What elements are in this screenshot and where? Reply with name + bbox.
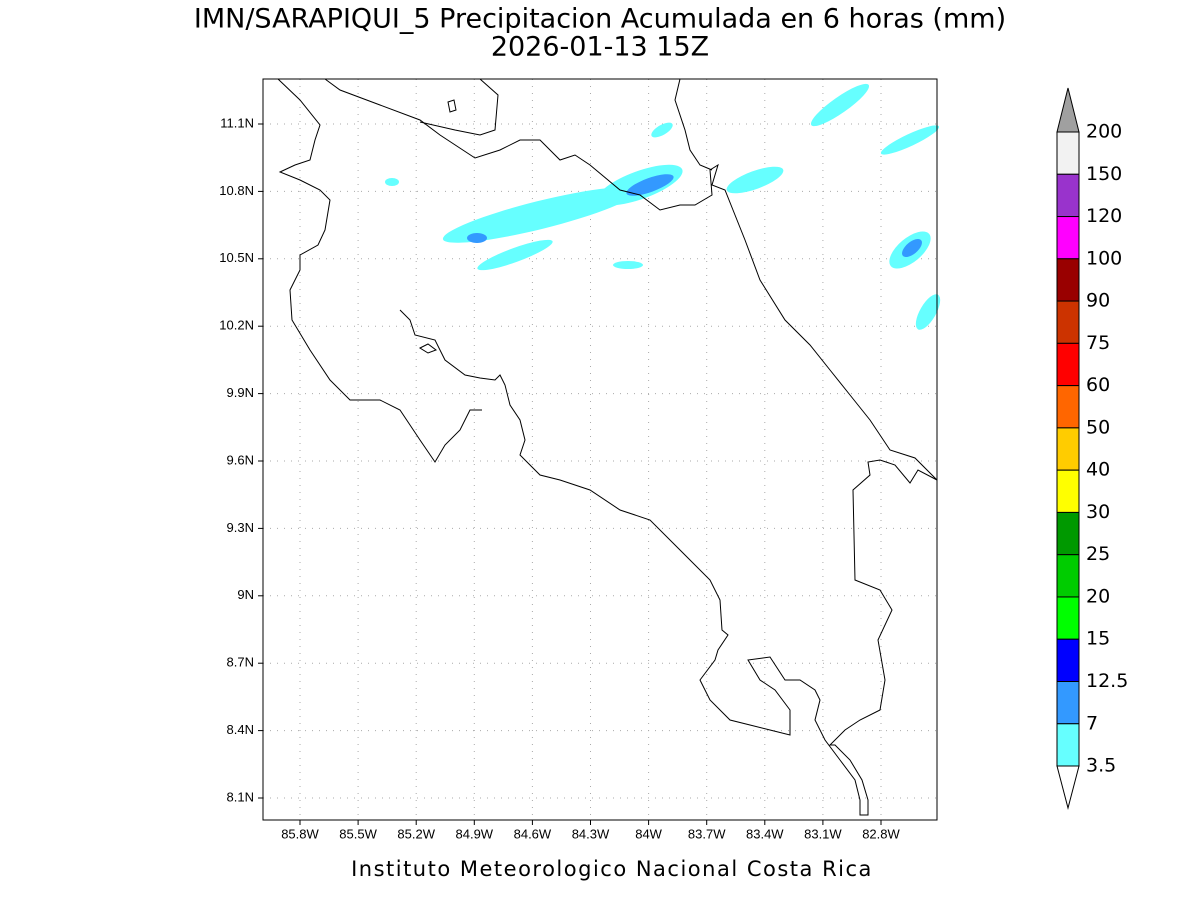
- colorbar-box: [1056, 342, 1080, 387]
- colorbar-box: [1056, 427, 1080, 471]
- colorbar-label: 75: [1086, 332, 1110, 354]
- colorbar-label: 100: [1086, 247, 1122, 269]
- lon-tick-label: 85.5W: [339, 826, 377, 841]
- lat-tick-label: 8.7N: [227, 655, 254, 670]
- colorbar-box: [1056, 173, 1080, 218]
- precip-area: [902, 239, 922, 257]
- lat-tick-label: 9N: [237, 587, 254, 602]
- precip-area: [442, 187, 638, 243]
- colorbar-box: [1056, 258, 1080, 302]
- colorbar-label: 90: [1086, 290, 1110, 312]
- border: [674, 78, 713, 171]
- map-frame: [262, 78, 938, 821]
- precip-area: [810, 83, 870, 127]
- colorbar-label: 150: [1086, 163, 1122, 185]
- colorbar-label: 3.5: [1086, 755, 1116, 777]
- colorbar-box: [1056, 554, 1080, 598]
- coastline: [277, 78, 938, 816]
- title: IMN/SARAPIQUI_5 Precipitacion Acumulada …: [194, 4, 1006, 35]
- colorbar-label: 7: [1086, 712, 1098, 734]
- colorbar-over: [1056, 87, 1080, 133]
- colorbar-under: [1056, 765, 1080, 810]
- pacific-coast: [277, 78, 482, 463]
- lake-shore: [419, 78, 499, 136]
- colorbar-box: [1056, 723, 1080, 767]
- colorbar-label: 120: [1086, 205, 1122, 227]
- precip-area: [477, 239, 553, 271]
- precip-area: [613, 261, 643, 269]
- precip-area: [651, 122, 673, 138]
- lon-tick-label: 83.7W: [688, 826, 726, 841]
- lat-tick-label: 10.8N: [219, 183, 254, 198]
- colorbar-label: 25: [1086, 543, 1110, 565]
- lon-tick-label: 83.1W: [804, 826, 842, 841]
- caribbean-coast: [324, 78, 938, 481]
- precip-area: [626, 174, 674, 196]
- ticks: 11.1N 10.8N 10.5N 10.2N 9.9N 9.6N 9.3N 9N 8.7N 8.…: [219, 115, 900, 841]
- lat-tick-label: 9.6N: [227, 452, 254, 467]
- lat-tick-label: 10.2N: [219, 318, 254, 333]
- lat-tick-label: 9.9N: [227, 385, 254, 400]
- lon-tick-label: 84W: [635, 826, 662, 841]
- colorbar-label: 15: [1086, 628, 1110, 650]
- colorbar-box: [1056, 638, 1080, 683]
- precipitation: [385, 83, 941, 330]
- colorbar-label: 60: [1086, 374, 1110, 396]
- precip-area: [467, 233, 487, 243]
- lon-tick-label: 84.3W: [572, 826, 610, 841]
- lat-tick-label: 8.4N: [227, 722, 254, 737]
- lon-tick-label: 85.2W: [397, 826, 435, 841]
- lon-tick-label: 82.8W: [862, 826, 900, 841]
- colorbar-box: [1056, 681, 1080, 725]
- lat-tick-label: 10.5N: [219, 250, 254, 265]
- footer: Instituto Meteorologico Nacional Costa R…: [351, 857, 873, 881]
- colorbar-box: [1056, 596, 1080, 640]
- gulf-coast: [399, 309, 938, 816]
- colorbar-box: [1056, 511, 1080, 556]
- subtitle: 2026-01-13 15Z: [491, 32, 709, 63]
- colorbar-label: 30: [1086, 501, 1110, 523]
- island: [447, 99, 457, 113]
- colorbar-label: 50: [1086, 416, 1110, 438]
- island: [418, 343, 438, 354]
- colorbar-label: 40: [1086, 459, 1110, 481]
- colorbar-label: 200: [1086, 121, 1122, 143]
- colorbar-box: [1056, 300, 1080, 344]
- lon-tick-label: 85.8W: [281, 826, 319, 841]
- precip-area: [385, 178, 399, 186]
- colorbar-box: [1056, 216, 1080, 260]
- lat-tick-label: 9.3N: [227, 520, 254, 535]
- lat-tick-label: 8.1N: [227, 789, 254, 804]
- lon-tick-label: 84.9W: [456, 826, 494, 841]
- lon-tick-label: 83.4W: [746, 826, 784, 841]
- colorbar-box: [1056, 385, 1080, 429]
- lat-tick-label: 11.1N: [220, 115, 254, 130]
- colorbar-label: 20: [1086, 585, 1110, 607]
- colorbar-box: [1056, 131, 1080, 175]
- lon-tick-label: 84.6W: [514, 826, 552, 841]
- precip-area: [915, 294, 941, 330]
- precip-area: [726, 166, 784, 194]
- colorbar: 200 150 120 100 90 75 60 50 40 30 25 20 15 12.5 7 3.5: [1056, 87, 1128, 810]
- colorbar-label: 12.5: [1086, 670, 1128, 692]
- precip-area: [880, 125, 940, 155]
- colorbar-box: [1056, 469, 1080, 513]
